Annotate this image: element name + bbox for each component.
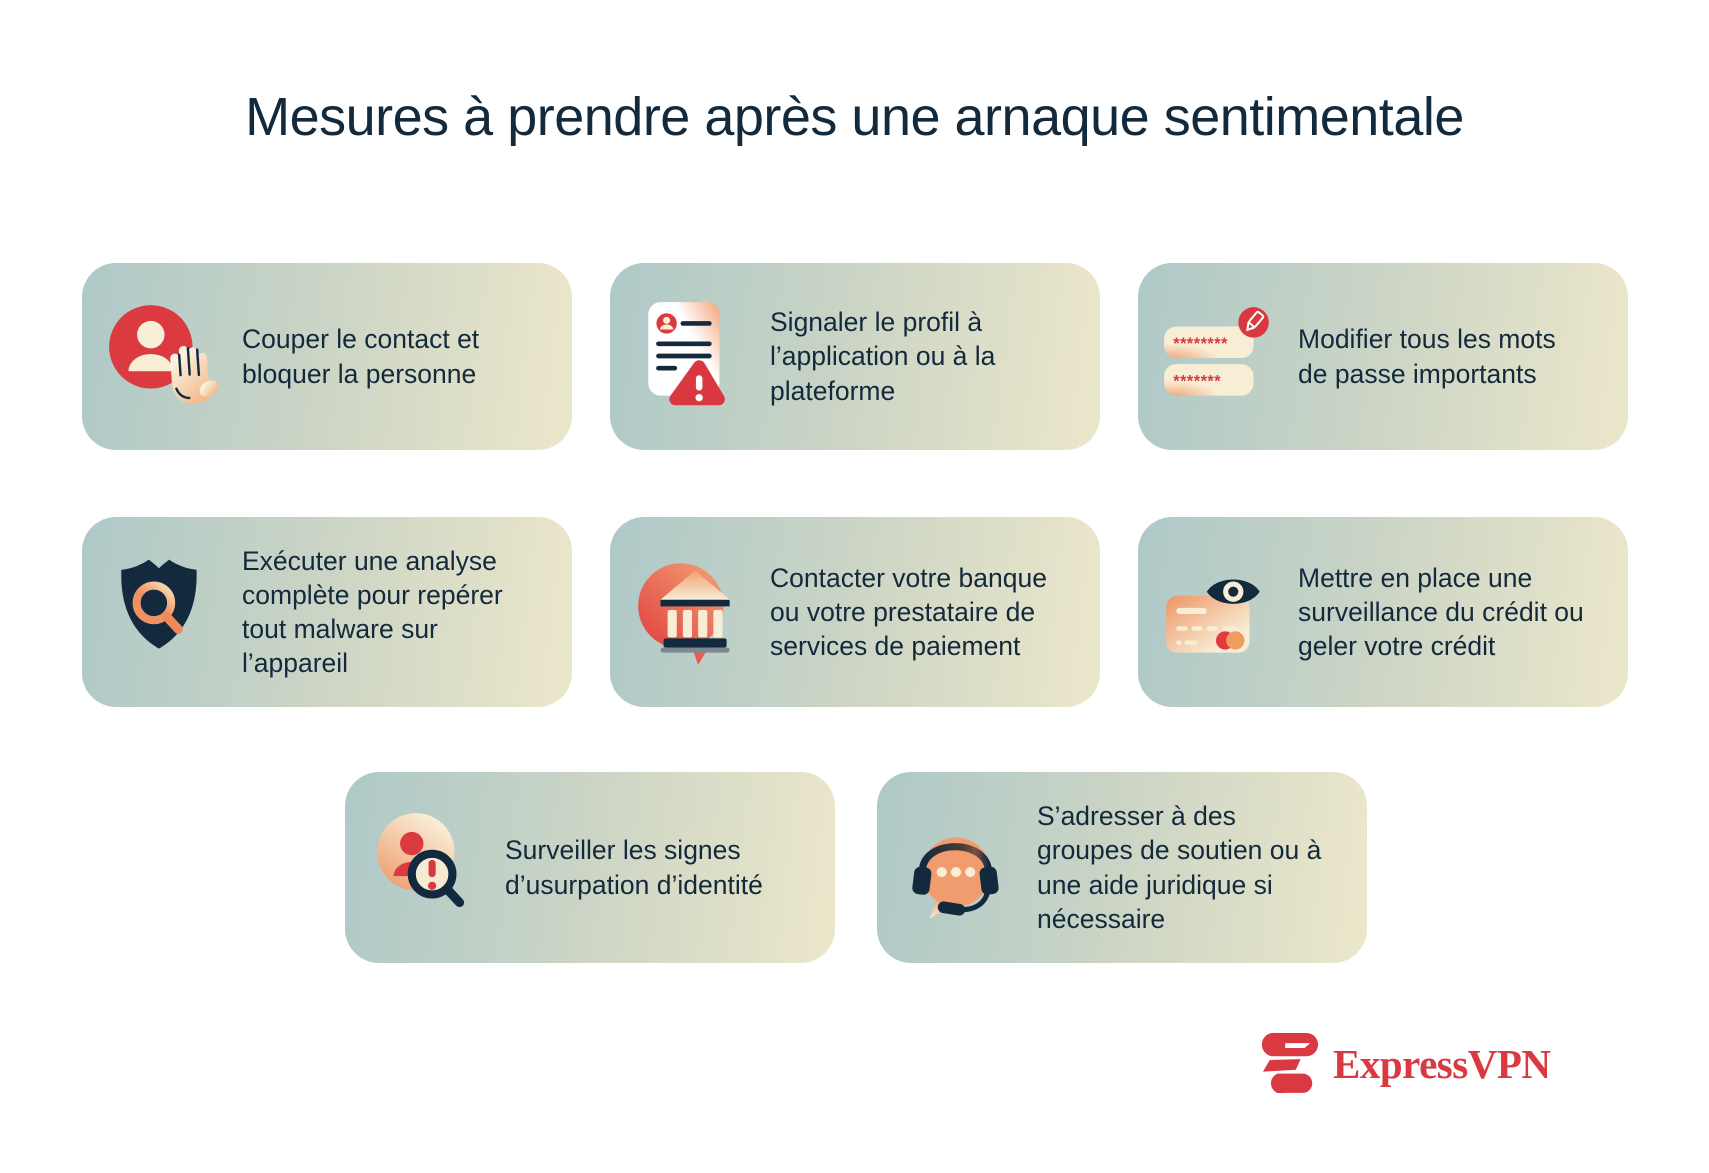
- card-text: Modifier tous les mots de passe importan…: [1298, 324, 1556, 389]
- page-title: Mesures à prendre après une arnaque sent…: [245, 87, 1464, 147]
- pencil-icon: [1246, 310, 1265, 331]
- card-change-passwords: ******** ******* Modifier tous les mots …: [1138, 263, 1628, 450]
- card-report-profile: Signaler le profil à l’application ou à …: [610, 263, 1100, 450]
- expressvpn-logomark-icon: [1261, 1031, 1320, 1098]
- brand-name: ExpressVPN: [1333, 1041, 1551, 1087]
- card-credit-monitor: Mettre en place une surveillance du créd…: [1138, 517, 1628, 707]
- password-fields-edit-icon: ******** *******: [1162, 292, 1274, 422]
- card-cut-contact: Couper le contact et bloquer la personne: [82, 263, 572, 450]
- card-support-groups: S’adresser à des groupes de soutien ou à…: [877, 772, 1367, 963]
- bank-speech-bubble-icon: [634, 547, 746, 677]
- masked-password-text: ********: [1173, 334, 1228, 352]
- reported-profile-document-icon: [634, 292, 746, 422]
- credit-card-eye-icon: [1162, 547, 1274, 677]
- card-text: Surveiller les signes d’usurpation d’ide…: [505, 835, 763, 900]
- card-text: Mettre en place une surveillance du créd…: [1298, 562, 1584, 662]
- card-text: S’adresser à des groupes de soutien ou à…: [1037, 801, 1322, 934]
- headset-speech-bubble-icon: [901, 803, 1013, 933]
- shield-magnifier-icon: [106, 547, 218, 677]
- masked-password-text: *******: [1173, 372, 1221, 390]
- blocked-person-hand-icon: [106, 292, 218, 422]
- card-text: Exécuter une analyse complète pour repér…: [242, 545, 503, 679]
- card-text: Signaler le profil à l’application ou à …: [770, 307, 996, 406]
- brand-logo: ExpressVPN: [1261, 1031, 1551, 1098]
- card-contact-bank: Contacter votre banque ou votre prestata…: [610, 517, 1100, 707]
- card-text: Contacter votre banque ou votre prestata…: [770, 562, 1047, 662]
- card-malware-scan: Exécuter une analyse complète pour repér…: [82, 517, 572, 707]
- card-text: Couper le contact et bloquer la personne: [242, 324, 480, 389]
- person-magnifier-alert-icon: [369, 803, 481, 933]
- card-identity-watch: Surveiller les signes d’usurpation d’ide…: [345, 772, 835, 963]
